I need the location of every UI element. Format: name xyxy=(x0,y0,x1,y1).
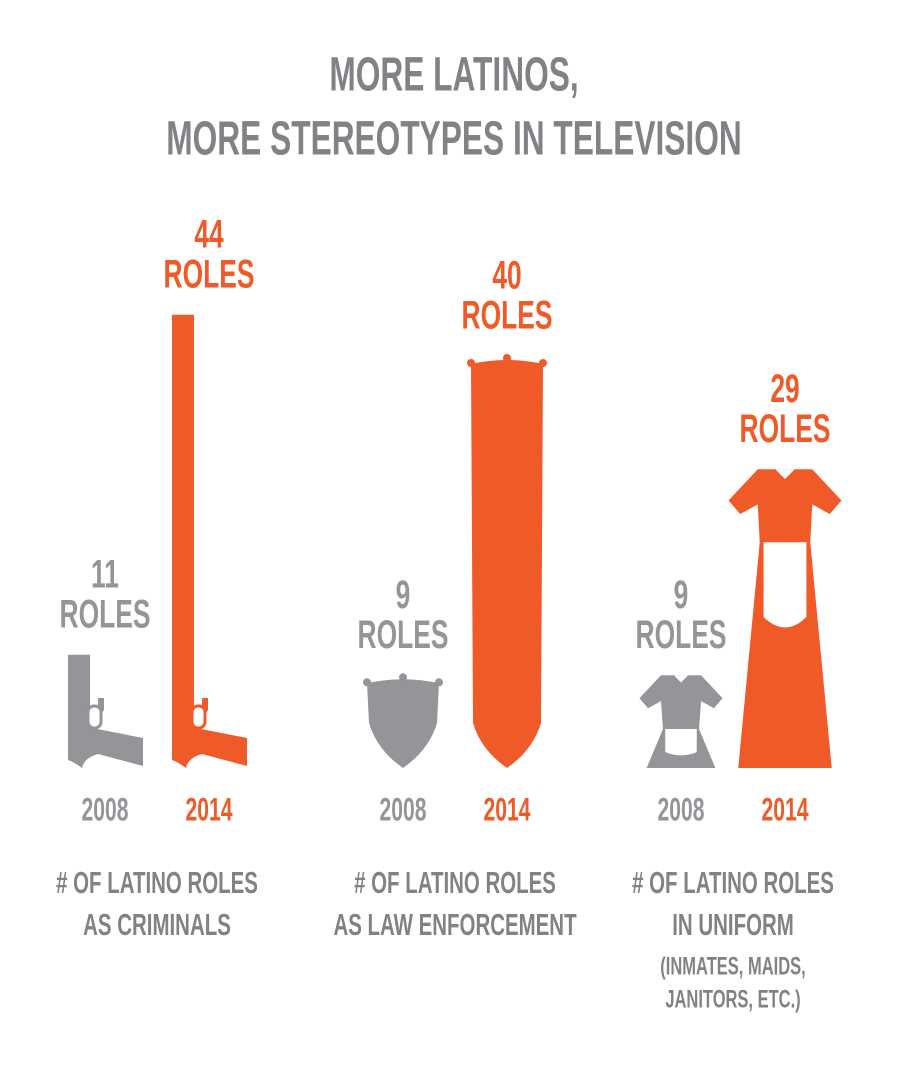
gun xyxy=(68,654,143,768)
category-label: # OF LATINO ROLES xyxy=(354,865,556,900)
annotation: (INMATES, MAIDS, xyxy=(660,953,805,980)
value-label: 11 xyxy=(91,552,119,597)
value-unit: ROLES xyxy=(358,612,449,657)
year-label: 2008 xyxy=(82,791,129,828)
apron xyxy=(665,728,697,756)
value-label: 40 xyxy=(492,253,521,298)
year-label: 2014 xyxy=(484,791,531,828)
shield-knob xyxy=(539,359,547,367)
dress xyxy=(639,675,723,768)
category-label: AS CRIMINALS xyxy=(83,907,231,942)
trigger-guard xyxy=(86,704,103,730)
value-label: 44 xyxy=(194,212,223,257)
value-unit: ROLES xyxy=(462,293,553,338)
shield xyxy=(367,679,439,768)
year-label: 2008 xyxy=(658,791,705,828)
category-label: IN UNIFORM xyxy=(672,907,794,942)
value-label: 9 xyxy=(674,572,689,617)
shield-knob xyxy=(503,354,511,362)
shield-knob xyxy=(399,673,407,682)
value-unit: ROLES xyxy=(164,252,255,297)
collar xyxy=(775,469,795,480)
shield-knob xyxy=(467,359,475,367)
value-unit: ROLES xyxy=(740,406,831,451)
collar xyxy=(673,675,689,683)
shield-knob xyxy=(435,678,443,687)
gun xyxy=(172,314,247,768)
value-unit: ROLES xyxy=(636,612,727,657)
category-label: AS LAW ENFORCEMENT xyxy=(333,907,576,942)
category-label: # OF LATINO ROLES xyxy=(632,865,834,900)
value-label: 29 xyxy=(770,366,799,411)
annotation: JANITORS, ETC.) xyxy=(665,986,800,1013)
category-label: # OF LATINO ROLES xyxy=(56,865,258,900)
value-label: 9 xyxy=(396,572,411,617)
year-label: 2014 xyxy=(762,791,809,828)
title-line: MORE LATINOS, xyxy=(329,47,578,101)
year-label: 2014 xyxy=(186,791,233,828)
trigger-guard xyxy=(190,704,207,730)
shield xyxy=(471,360,543,768)
apron xyxy=(763,542,807,628)
year-label: 2008 xyxy=(380,791,427,828)
value-unit: ROLES xyxy=(60,592,151,637)
shield-knob xyxy=(363,678,371,687)
title-line: MORE STEREOTYPES IN TELEVISION xyxy=(166,111,741,165)
